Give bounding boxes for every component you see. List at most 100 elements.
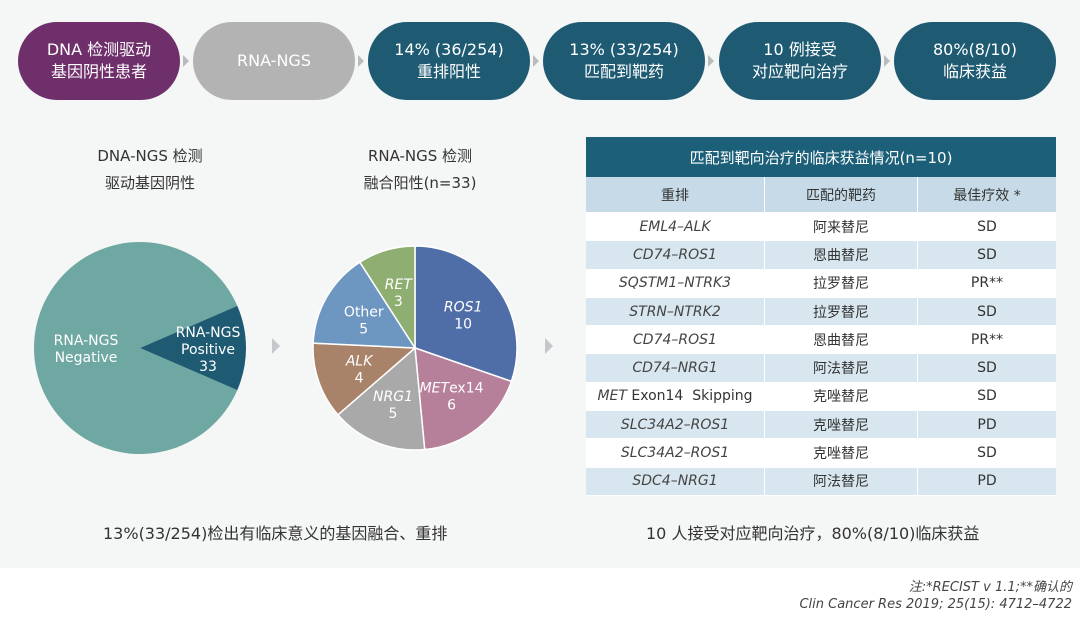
slice-label: RNA-NGS <box>54 333 119 349</box>
cell-drug: 恩曲替尼 <box>765 241 918 269</box>
flow-step-line1: DNA 检测驱动 <box>46 40 152 59</box>
flow-step-line2: 对应靶向治疗 <box>751 62 848 81</box>
cell-response: PR** <box>970 275 1004 292</box>
cell-rearrangement: EML4–ALK <box>586 213 765 241</box>
gene-name: EML4–ALK <box>639 218 711 235</box>
flow-step-line1: RNA-NGS <box>237 51 311 70</box>
table-row: EML4–ALK 阿来替尼 SD <box>586 213 1056 242</box>
flow-step-line1: 13% (33/254) <box>569 40 679 59</box>
chart-arrow-icon <box>272 338 280 354</box>
cell-rearrangement: SLC34A2–ROS1 <box>586 411 765 439</box>
cell-rearrangement: CD74–ROS1 <box>586 326 765 354</box>
slice-value: 10 <box>454 317 472 333</box>
slice-label: Other <box>344 304 384 320</box>
slice-value: 33 <box>199 359 217 375</box>
pie-slice-ret <box>358 245 416 351</box>
caption-line: RNA-NGS 检测 <box>367 147 473 165</box>
flow-step-line2: 重排阳性 <box>416 62 481 81</box>
gene-name: CD74–NRG1 <box>632 360 718 377</box>
slice-value: 3 <box>394 294 403 310</box>
chart-arrow-icon <box>545 338 553 354</box>
caption-line: 驱动基因阴性 <box>104 174 195 192</box>
flow-arrow-icon <box>358 55 364 67</box>
cell-response: SD <box>977 218 997 235</box>
cell-rearrangement: STRN–NTRK2 <box>586 297 765 326</box>
flow-step-rearrangement-positive: 14% (36/254) 重排阳性 <box>368 22 530 100</box>
detection-summary: 13%(33/254)检出有临床意义的基因融合、重排 <box>103 524 448 543</box>
cell-response: SD <box>977 246 997 263</box>
pie-slice-rna-ngs-negative <box>34 242 238 454</box>
table-row: STRN–NTRK2 拉罗替尼 SD <box>586 297 1056 327</box>
gene-name: CD74–ROS1 <box>633 246 717 263</box>
cell-rearrangement: SLC34A2–ROS1 <box>586 439 765 467</box>
therapy-summary: 10 人接受对应靶向治疗，80%(8/10)临床获益 <box>646 524 980 543</box>
slice-label: ALK <box>345 353 374 369</box>
gene-name: SQSTM1–NTRK3 <box>618 275 732 292</box>
cell-drug: 阿来替尼 <box>765 213 918 241</box>
flow-step-targeted-therapy: 10 例接受 对应靶向治疗 <box>719 22 881 100</box>
caption-line: 融合阳性(n=33) <box>363 174 477 192</box>
mid-pie-caption: RNA-NGS 检测 融合阳性(n=33) <box>310 143 530 197</box>
clinical-benefit-table: 匹配到靶向治疗的临床获益情况(n=10) 重排 匹配的靶药 最佳疗效 * EML… <box>586 137 1056 496</box>
cell-rearrangement: CD74–NRG1 <box>586 354 765 382</box>
slice-label: RET <box>385 277 414 293</box>
flow-step-clinical-benefit: 80%(8/10) 临床获益 <box>894 22 1056 100</box>
slice-label: RNA-NGS <box>176 325 241 341</box>
gene-name: STRN–NTRK2 <box>629 303 721 320</box>
cell-rearrangement: SQSTM1–NTRK3 <box>586 269 765 297</box>
cell-drug: 阿法替尼 <box>765 354 918 382</box>
caption-line: DNA-NGS 检测 <box>97 147 203 165</box>
cell-response: PR** <box>970 331 1004 348</box>
flow-step-line1: 14% (36/254) <box>394 40 504 59</box>
flow-step-matched-drug: 13% (33/254) 匹配到靶药 <box>543 22 705 100</box>
column-header-response: 最佳疗效 * <box>953 187 1021 204</box>
table-row: SLC34A2–ROS1 克唑替尼 SD <box>586 439 1056 468</box>
cell-drug: 克唑替尼 <box>765 411 918 439</box>
slice-label: METex14 <box>420 381 484 397</box>
gene-name: MET <box>597 388 627 405</box>
gene-name: SLC34A2–ROS1 <box>620 445 730 462</box>
pie-slice-alk <box>312 342 417 416</box>
table-title: 匹配到靶向治疗的临床获益情况(n=10) <box>586 137 1056 177</box>
flow-step-rna-ngs: RNA-NGS <box>193 22 355 100</box>
cell-drug: 拉罗替尼 <box>765 269 918 297</box>
gene-detail: Exon14 Skipping <box>626 388 753 405</box>
table-row: SDC4–NRG1 阿法替尼 PD <box>586 467 1056 496</box>
slice-label: Positive <box>181 342 235 358</box>
slice-value: 4 <box>355 370 364 386</box>
table-row: CD74–NRG1 阿法替尼 SD <box>586 354 1056 383</box>
pie-slice-metex14 <box>414 346 513 451</box>
slice-label: Negative <box>55 350 118 366</box>
cell-response: SD <box>977 445 997 462</box>
column-header-rearrangement: 重排 <box>586 177 765 212</box>
flow-step-line2: 匹配到靶药 <box>583 62 664 81</box>
cell-drug: 克唑替尼 <box>765 382 918 411</box>
footnote: 注:*RECIST v 1.1;**确认的 <box>908 580 1072 595</box>
flow-step-line2: 基因阴性患者 <box>50 62 147 81</box>
flow-step-line2: 临床获益 <box>942 62 1007 81</box>
cell-drug: 克唑替尼 <box>765 439 918 467</box>
cell-response: SD <box>977 388 997 405</box>
pie-slice-nrg1 <box>336 346 426 451</box>
flow-step-dna-negative: DNA 检测驱动 基因阴性患者 <box>18 22 180 100</box>
cell-rearrangement: MET Exon14 Skipping <box>586 382 765 411</box>
slice-value: 5 <box>389 406 398 422</box>
slice-label: ROS1 <box>444 300 483 316</box>
flow-step-line1: 80%(8/10) <box>933 40 1017 59</box>
table-row: SLC34A2–ROS1 克唑替尼 PD <box>586 411 1056 440</box>
column-header-drug: 匹配的靶药 <box>765 177 918 212</box>
citation: Clin Cancer Res 2019; 25(15): 4712–4722 <box>799 597 1072 612</box>
flow-arrow-icon <box>884 55 890 67</box>
slice-value: 5 <box>359 321 368 337</box>
table-body: EML4–ALK 阿来替尼 SD CD74–ROS1 恩曲替尼 SD SQSTM1–NTRK… <box>586 213 1056 496</box>
gene-name: CD74–ROS1 <box>633 331 717 348</box>
table-row: MET Exon14 Skipping 克唑替尼 SD <box>586 382 1056 412</box>
cell-drug: 拉罗替尼 <box>765 297 918 326</box>
cell-drug: 恩曲替尼 <box>765 326 918 354</box>
flow-arrow-icon <box>708 55 714 67</box>
slice-value: 6 <box>447 398 456 414</box>
table-row: CD74–ROS1 恩曲替尼 SD <box>586 241 1056 270</box>
pie-slice-ros1 <box>414 245 518 383</box>
